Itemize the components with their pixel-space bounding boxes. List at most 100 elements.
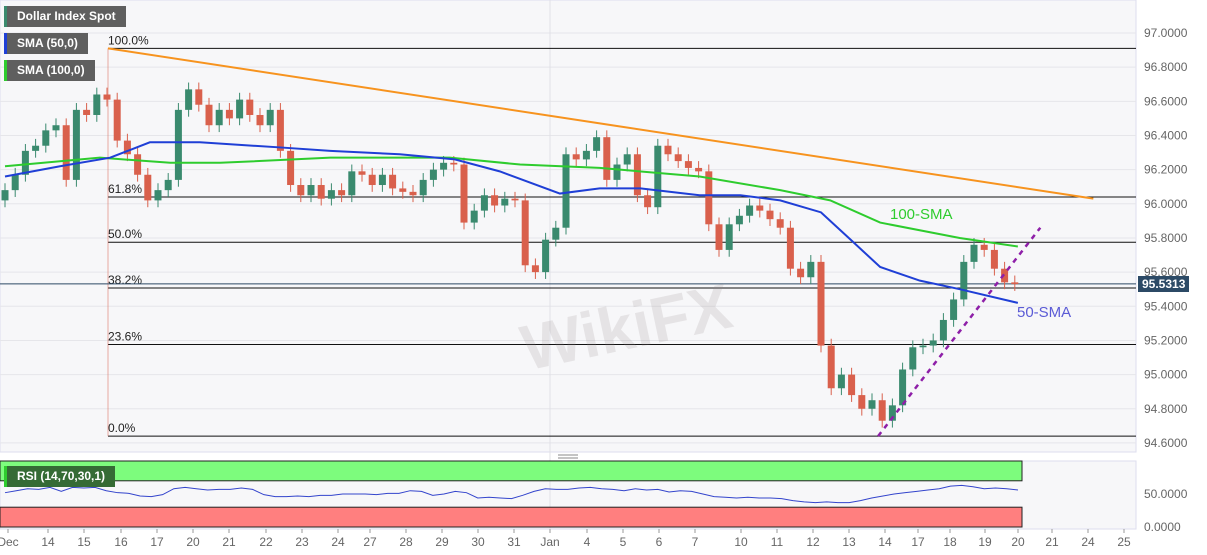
x-tick-label: 13 <box>842 535 856 549</box>
x-tick-label: 17 <box>911 535 925 549</box>
candle-up <box>582 150 590 160</box>
x-tick-label: 17 <box>150 535 164 549</box>
candle-up <box>868 400 876 409</box>
candle-down <box>980 244 988 250</box>
candle-down <box>827 345 835 389</box>
candle-up <box>837 374 845 389</box>
x-tick-label: 12 <box>806 535 820 549</box>
candle-up <box>419 179 427 196</box>
x-tick-label: 31 <box>507 535 521 549</box>
candle-down <box>848 374 856 396</box>
candle-up <box>593 137 601 151</box>
candle-up <box>154 190 162 201</box>
candle-up <box>307 185 315 196</box>
legend-sma50[interactable]: SMA (50,0) <box>4 33 88 54</box>
candle-down <box>990 249 998 269</box>
candle-down <box>358 171 366 175</box>
candle-down <box>633 154 641 196</box>
candle-down <box>766 210 774 220</box>
candle-up <box>429 169 437 180</box>
candle-up <box>909 347 917 370</box>
candle-up <box>21 150 29 175</box>
candle-down <box>246 99 254 115</box>
x-tick-label: Jan <box>540 535 559 549</box>
candle-down <box>878 400 886 421</box>
y-tick-label: 95.2000 <box>1144 333 1188 347</box>
y-tick-label: 94.6000 <box>1144 436 1188 450</box>
rsi-line <box>4 484 1019 504</box>
candle-down <box>450 162 458 165</box>
candle-down <box>195 89 203 105</box>
resistance-trendline <box>107 47 1094 200</box>
candle-down <box>491 195 499 206</box>
sma50-annotation: 50-SMA <box>1017 304 1072 321</box>
candle-down <box>521 200 529 266</box>
candle-down <box>531 265 539 273</box>
candle-down <box>715 224 723 250</box>
candle-up <box>440 162 448 170</box>
legend-sma100[interactable]: SMA (100,0) <box>4 60 95 81</box>
candle-down <box>62 125 70 180</box>
x-tick-label: 21 <box>1045 535 1059 549</box>
candle-up <box>960 261 968 300</box>
candle-down <box>205 104 213 126</box>
candle-up <box>327 190 335 199</box>
candle-up <box>939 319 947 341</box>
candle-down <box>297 185 305 196</box>
candle-up <box>348 171 356 196</box>
x-tick-label: 21 <box>222 535 236 549</box>
candle-up <box>93 94 101 115</box>
legend-rsi[interactable]: RSI (14,70,30,1) <box>4 466 116 487</box>
y-tick-label: 95.6000 <box>1144 265 1188 279</box>
x-tick-label: 22 <box>259 535 273 549</box>
y-tick-label: 95.8000 <box>1144 231 1188 245</box>
candle-up <box>185 89 193 110</box>
y-tick-label: 96.2000 <box>1144 163 1188 177</box>
x-tick-label: 25 <box>1117 535 1131 549</box>
candle-down <box>695 167 703 172</box>
candle-up <box>919 345 927 348</box>
candle-up <box>174 109 182 180</box>
candle-up <box>899 369 907 406</box>
candle-up <box>52 125 60 131</box>
x-tick-label: 16 <box>114 535 128 549</box>
y-tick-label: 95.0000 <box>1144 368 1188 382</box>
candle-down <box>705 171 713 225</box>
legend-title[interactable]: Dollar Index Spot <box>4 6 126 27</box>
candle-down <box>123 140 131 155</box>
x-tick-label: 19 <box>978 535 992 549</box>
candle-up <box>480 195 488 211</box>
candle-up <box>950 299 958 320</box>
candle-up <box>613 164 621 180</box>
candle-up <box>623 154 631 165</box>
x-tick-label: 14 <box>41 535 55 549</box>
x-tick-label: 14 <box>878 535 892 549</box>
x-tick-label: 5 <box>620 535 627 549</box>
x-tick-label: 7 <box>692 535 699 549</box>
x-tick-label: 23 <box>295 535 309 549</box>
candle-down <box>817 261 825 346</box>
x-tick-label: 10 <box>734 535 748 549</box>
candle-up <box>807 261 815 278</box>
y-tick-label: 96.6000 <box>1144 94 1188 108</box>
y-tick-label: 94.8000 <box>1144 402 1188 416</box>
candle-down <box>644 195 652 208</box>
candle-down <box>389 174 397 189</box>
candle-up <box>1 190 9 201</box>
candle-up <box>654 145 662 208</box>
y-tick-label: 96.8000 <box>1144 60 1188 74</box>
candle-down <box>134 154 142 175</box>
candle-down <box>756 205 764 211</box>
candle-down <box>776 219 784 228</box>
x-tick-label: 6 <box>656 535 663 549</box>
fib-label: 61.8% <box>108 182 142 196</box>
candle-up <box>236 99 244 119</box>
x-tick-label: 20 <box>1011 535 1025 549</box>
candle-up <box>378 174 386 186</box>
x-tick-label: 24 <box>1081 535 1095 549</box>
candle-down <box>144 174 152 201</box>
candle-down <box>409 191 417 196</box>
x-tick-label: 28 <box>399 535 413 549</box>
candle-down <box>399 188 407 192</box>
